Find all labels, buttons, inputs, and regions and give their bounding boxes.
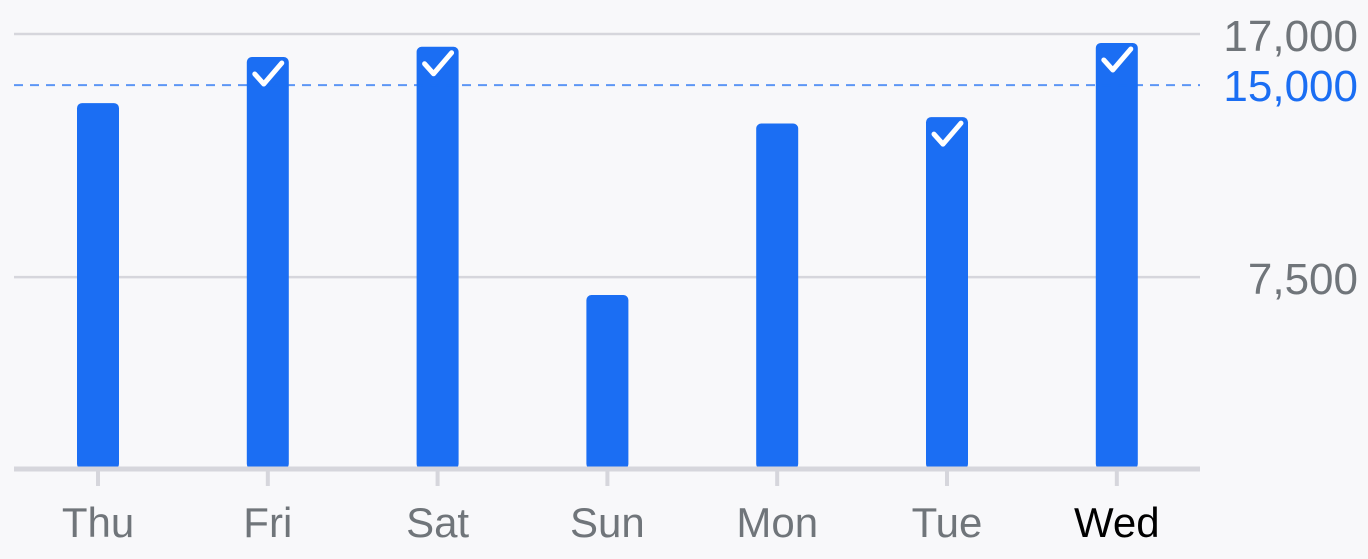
bar-tue[interactable] xyxy=(926,117,968,469)
x-tick-label-tue[interactable]: Tue xyxy=(912,499,983,546)
bar-wed[interactable] xyxy=(1095,42,1138,470)
bar-fri[interactable] xyxy=(246,57,289,469)
check-icon xyxy=(1101,46,1134,73)
y-tick-label: 17,000 xyxy=(1223,12,1358,61)
x-tick-label-wed[interactable]: Wed xyxy=(1074,499,1160,546)
bar-mon[interactable] xyxy=(756,123,799,469)
check-icon xyxy=(931,120,964,147)
check-icon xyxy=(252,60,285,87)
bar-sat[interactable] xyxy=(416,46,459,469)
x-tick-label-thu[interactable]: Thu xyxy=(62,499,134,546)
x-tick-label-sun[interactable]: Sun xyxy=(570,499,645,546)
y-tick-label: 7,500 xyxy=(1248,255,1358,304)
bar-sun[interactable] xyxy=(586,295,629,469)
x-tick-label-fri[interactable]: Fri xyxy=(243,499,292,546)
check-icon xyxy=(422,50,455,77)
bar-thu[interactable] xyxy=(77,103,119,470)
goal-label: 15,000 xyxy=(1223,62,1358,111)
x-tick-label-sat[interactable]: Sat xyxy=(406,499,469,546)
x-tick-label-mon[interactable]: Mon xyxy=(736,499,818,546)
